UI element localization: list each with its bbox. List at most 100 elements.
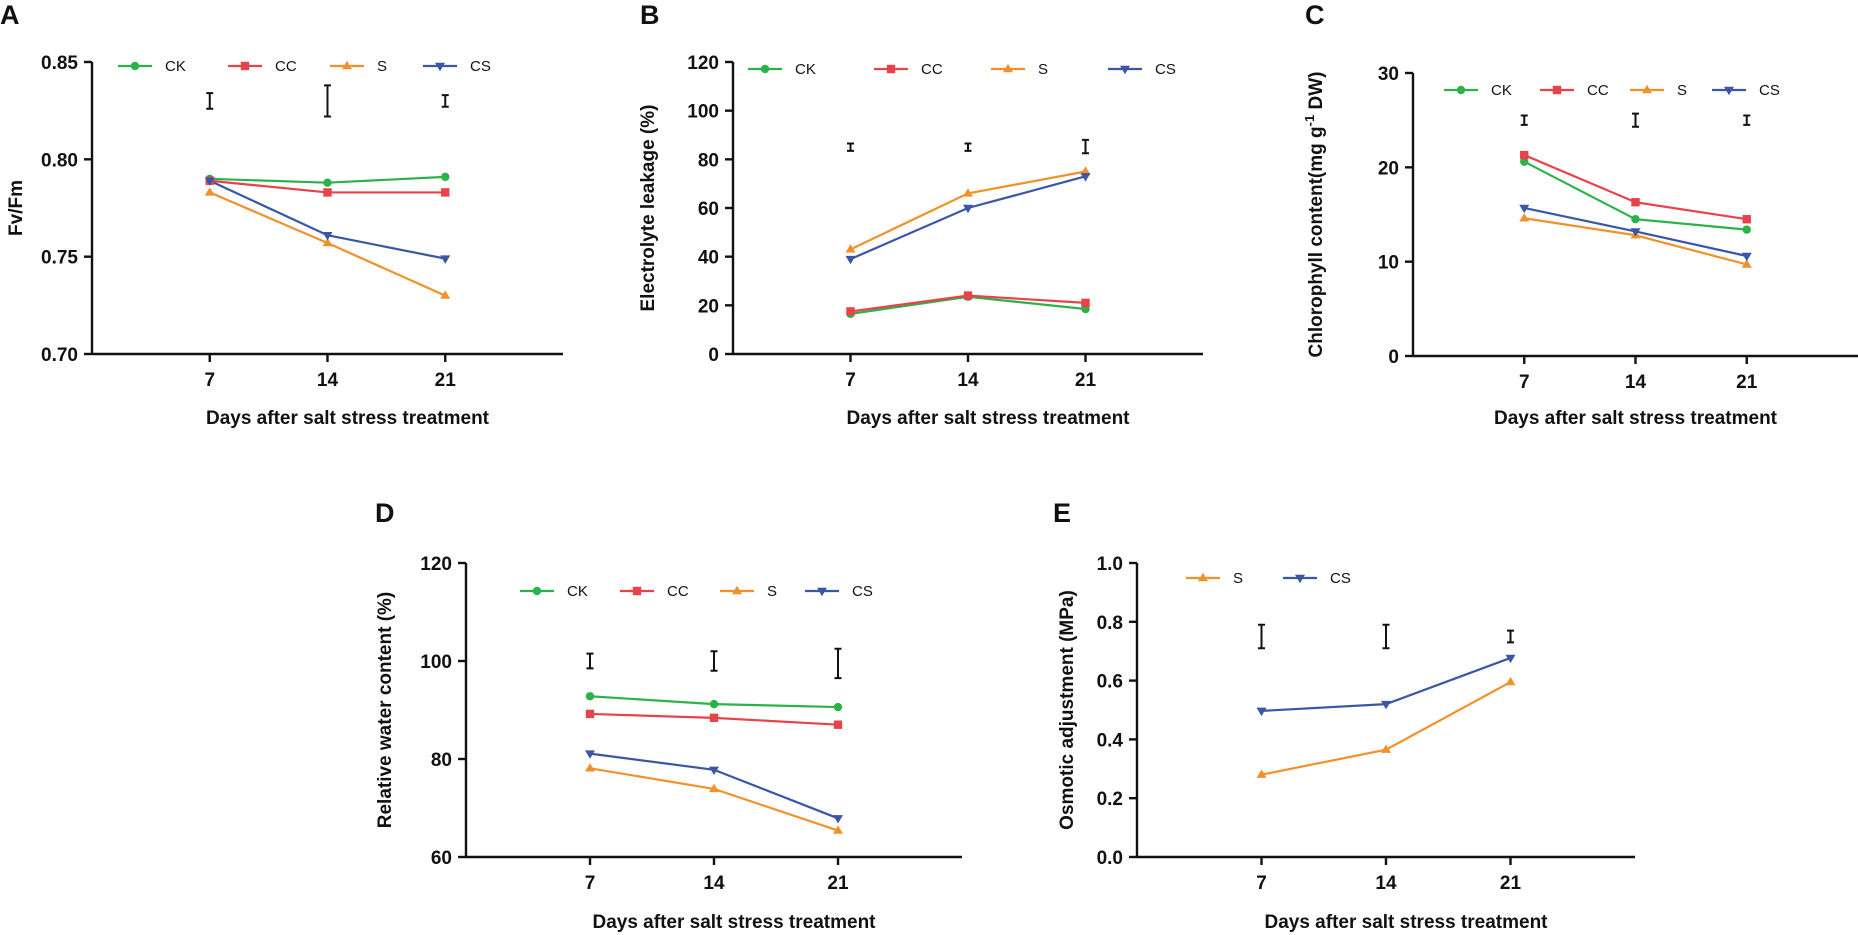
x-axis-title: Days after salt stress treatment — [1264, 912, 1548, 933]
data-point-s — [585, 763, 595, 772]
x-tick-label: 14 — [957, 370, 979, 391]
y-tick-label: 80 — [698, 150, 719, 171]
series-line-s — [589, 767, 839, 832]
data-point-s — [322, 237, 333, 247]
panel-a: A 0.70 0.75 0.80 0.85 7 14 21 Days after salt s… — [0, 0, 563, 429]
y-tick-label: 100 — [420, 652, 452, 673]
legend-label-s: S — [767, 583, 777, 600]
data-point-ck — [833, 702, 843, 712]
y-tick-label: 10 — [1378, 253, 1399, 274]
data-point-cc — [846, 307, 855, 316]
data-point-cs — [1630, 228, 1641, 237]
y-tick-label: 80 — [431, 750, 452, 771]
legend-label-cc: CC — [921, 61, 943, 78]
series-line-s — [1524, 217, 1748, 266]
data-point-cs — [709, 766, 719, 775]
y-tick-label: 30 — [1378, 64, 1399, 85]
y-tick-label: 60 — [698, 199, 719, 220]
legend-label-ck: CK — [795, 61, 816, 78]
y-tick-label: 0 — [1388, 347, 1399, 368]
y-tick-label: 60 — [431, 848, 452, 869]
legend-marker-cs — [1295, 574, 1305, 584]
legend-label-cs: CS — [1155, 61, 1176, 78]
y-axis-title: Electrolyte leakage (%) — [638, 105, 659, 312]
legend-marker-ck — [760, 64, 770, 74]
y-tick-label: 0.80 — [41, 150, 78, 171]
legend-marker-s — [342, 60, 352, 70]
data-point-cc — [1081, 298, 1090, 308]
x-tick-label: 21 — [827, 873, 849, 894]
data-point-s — [1256, 769, 1267, 778]
y-axis-title: Relative water content (%) — [375, 592, 396, 829]
panel-letter-b: B — [640, 0, 660, 30]
y-tick-label: 120 — [420, 554, 452, 575]
legend-marker-ck — [532, 586, 542, 596]
x-tick-label: 21 — [1075, 370, 1097, 391]
panel-letter-c: C — [1305, 0, 1325, 30]
legend-label-ck: CK — [567, 583, 588, 600]
data-point-cc — [441, 188, 450, 197]
panel-letter-a: A — [0, 0, 20, 30]
x-tick-label: 7 — [845, 370, 856, 391]
data-point-cs — [833, 815, 843, 824]
panel-letter-e: E — [1053, 498, 1071, 528]
panel-c: C 0 10 20 30 7 14 21 Days after salt stress tre… — [1302, 0, 1858, 429]
y-axis-title: Fv/Fm — [6, 180, 27, 236]
data-point-cc — [1742, 215, 1751, 224]
data-point-cs — [1741, 252, 1752, 262]
data-point-s — [963, 188, 973, 197]
data-point-cs — [845, 255, 856, 265]
y-tick-label: 1.0 — [1097, 554, 1123, 575]
data-point-cc — [963, 291, 973, 300]
y-tick-label: 0.70 — [41, 345, 78, 366]
x-axis-title: Days after salt stress treatment — [592, 912, 876, 933]
y-tick-label: 0.0 — [1097, 848, 1123, 869]
legend-marker-ck — [130, 61, 140, 71]
x-tick-label: 21 — [1736, 372, 1758, 393]
error-bar — [1082, 138, 1089, 155]
data-point-cs — [585, 750, 595, 759]
x-tick-label: 7 — [204, 370, 215, 391]
legend-label-s: S — [1233, 570, 1243, 587]
data-point-ck — [1631, 215, 1640, 224]
legend-label-s: S — [1677, 82, 1687, 99]
legend-label-cs: CS — [1759, 82, 1780, 99]
panel-e: E 0.0 0.2 0.4 0.6 0.8 1.0 7 14 21 Days after salt… — [1053, 498, 1635, 933]
legend-label-ck: CK — [165, 58, 186, 75]
legend-marker-cc — [886, 64, 896, 74]
data-point-cs — [1519, 204, 1530, 214]
data-point-s — [1519, 213, 1530, 222]
legend-marker-cc — [240, 61, 250, 71]
x-tick-label: 14 — [703, 873, 725, 894]
x-axis-title: Days after salt stress treatment — [846, 408, 1130, 429]
legend-label-cs: CS — [1330, 570, 1351, 587]
error-bar — [1632, 112, 1639, 128]
legend-marker-cc — [1552, 85, 1562, 95]
data-point-ck — [709, 699, 719, 709]
y-axis-title: Osmotic adjustment (MPa) — [1057, 590, 1078, 830]
error-bar — [1507, 629, 1514, 644]
legend-label-cs: CS — [852, 583, 873, 600]
data-point-cc — [1631, 198, 1640, 207]
data-point-s — [204, 187, 215, 196]
x-tick-label: 21 — [435, 370, 457, 391]
data-point-cs — [1381, 700, 1391, 710]
error-bar — [1520, 114, 1528, 126]
legend-marker-s — [1642, 84, 1652, 94]
y-tick-label: 0.4 — [1097, 730, 1124, 751]
y-tick-label: 0 — [708, 345, 719, 366]
data-point-s — [1080, 166, 1091, 175]
legend-label-cc: CC — [667, 583, 689, 600]
panel-b: B 0 20 40 60 80 100 120 7 14 21 Days after salt st… — [638, 0, 1203, 429]
y-tick-label: 0.8 — [1097, 613, 1123, 634]
legend-label-cc: CC — [275, 58, 297, 75]
data-point-s — [1741, 259, 1752, 268]
x-axis-title: Days after salt stress treatment — [206, 408, 490, 429]
panel-letter-d: D — [375, 498, 395, 528]
data-point-cc — [709, 713, 719, 723]
error-bar — [834, 647, 842, 680]
data-point-s — [1505, 676, 1516, 686]
data-point-cc — [833, 720, 843, 729]
y-tick-label: 0.6 — [1097, 672, 1123, 693]
